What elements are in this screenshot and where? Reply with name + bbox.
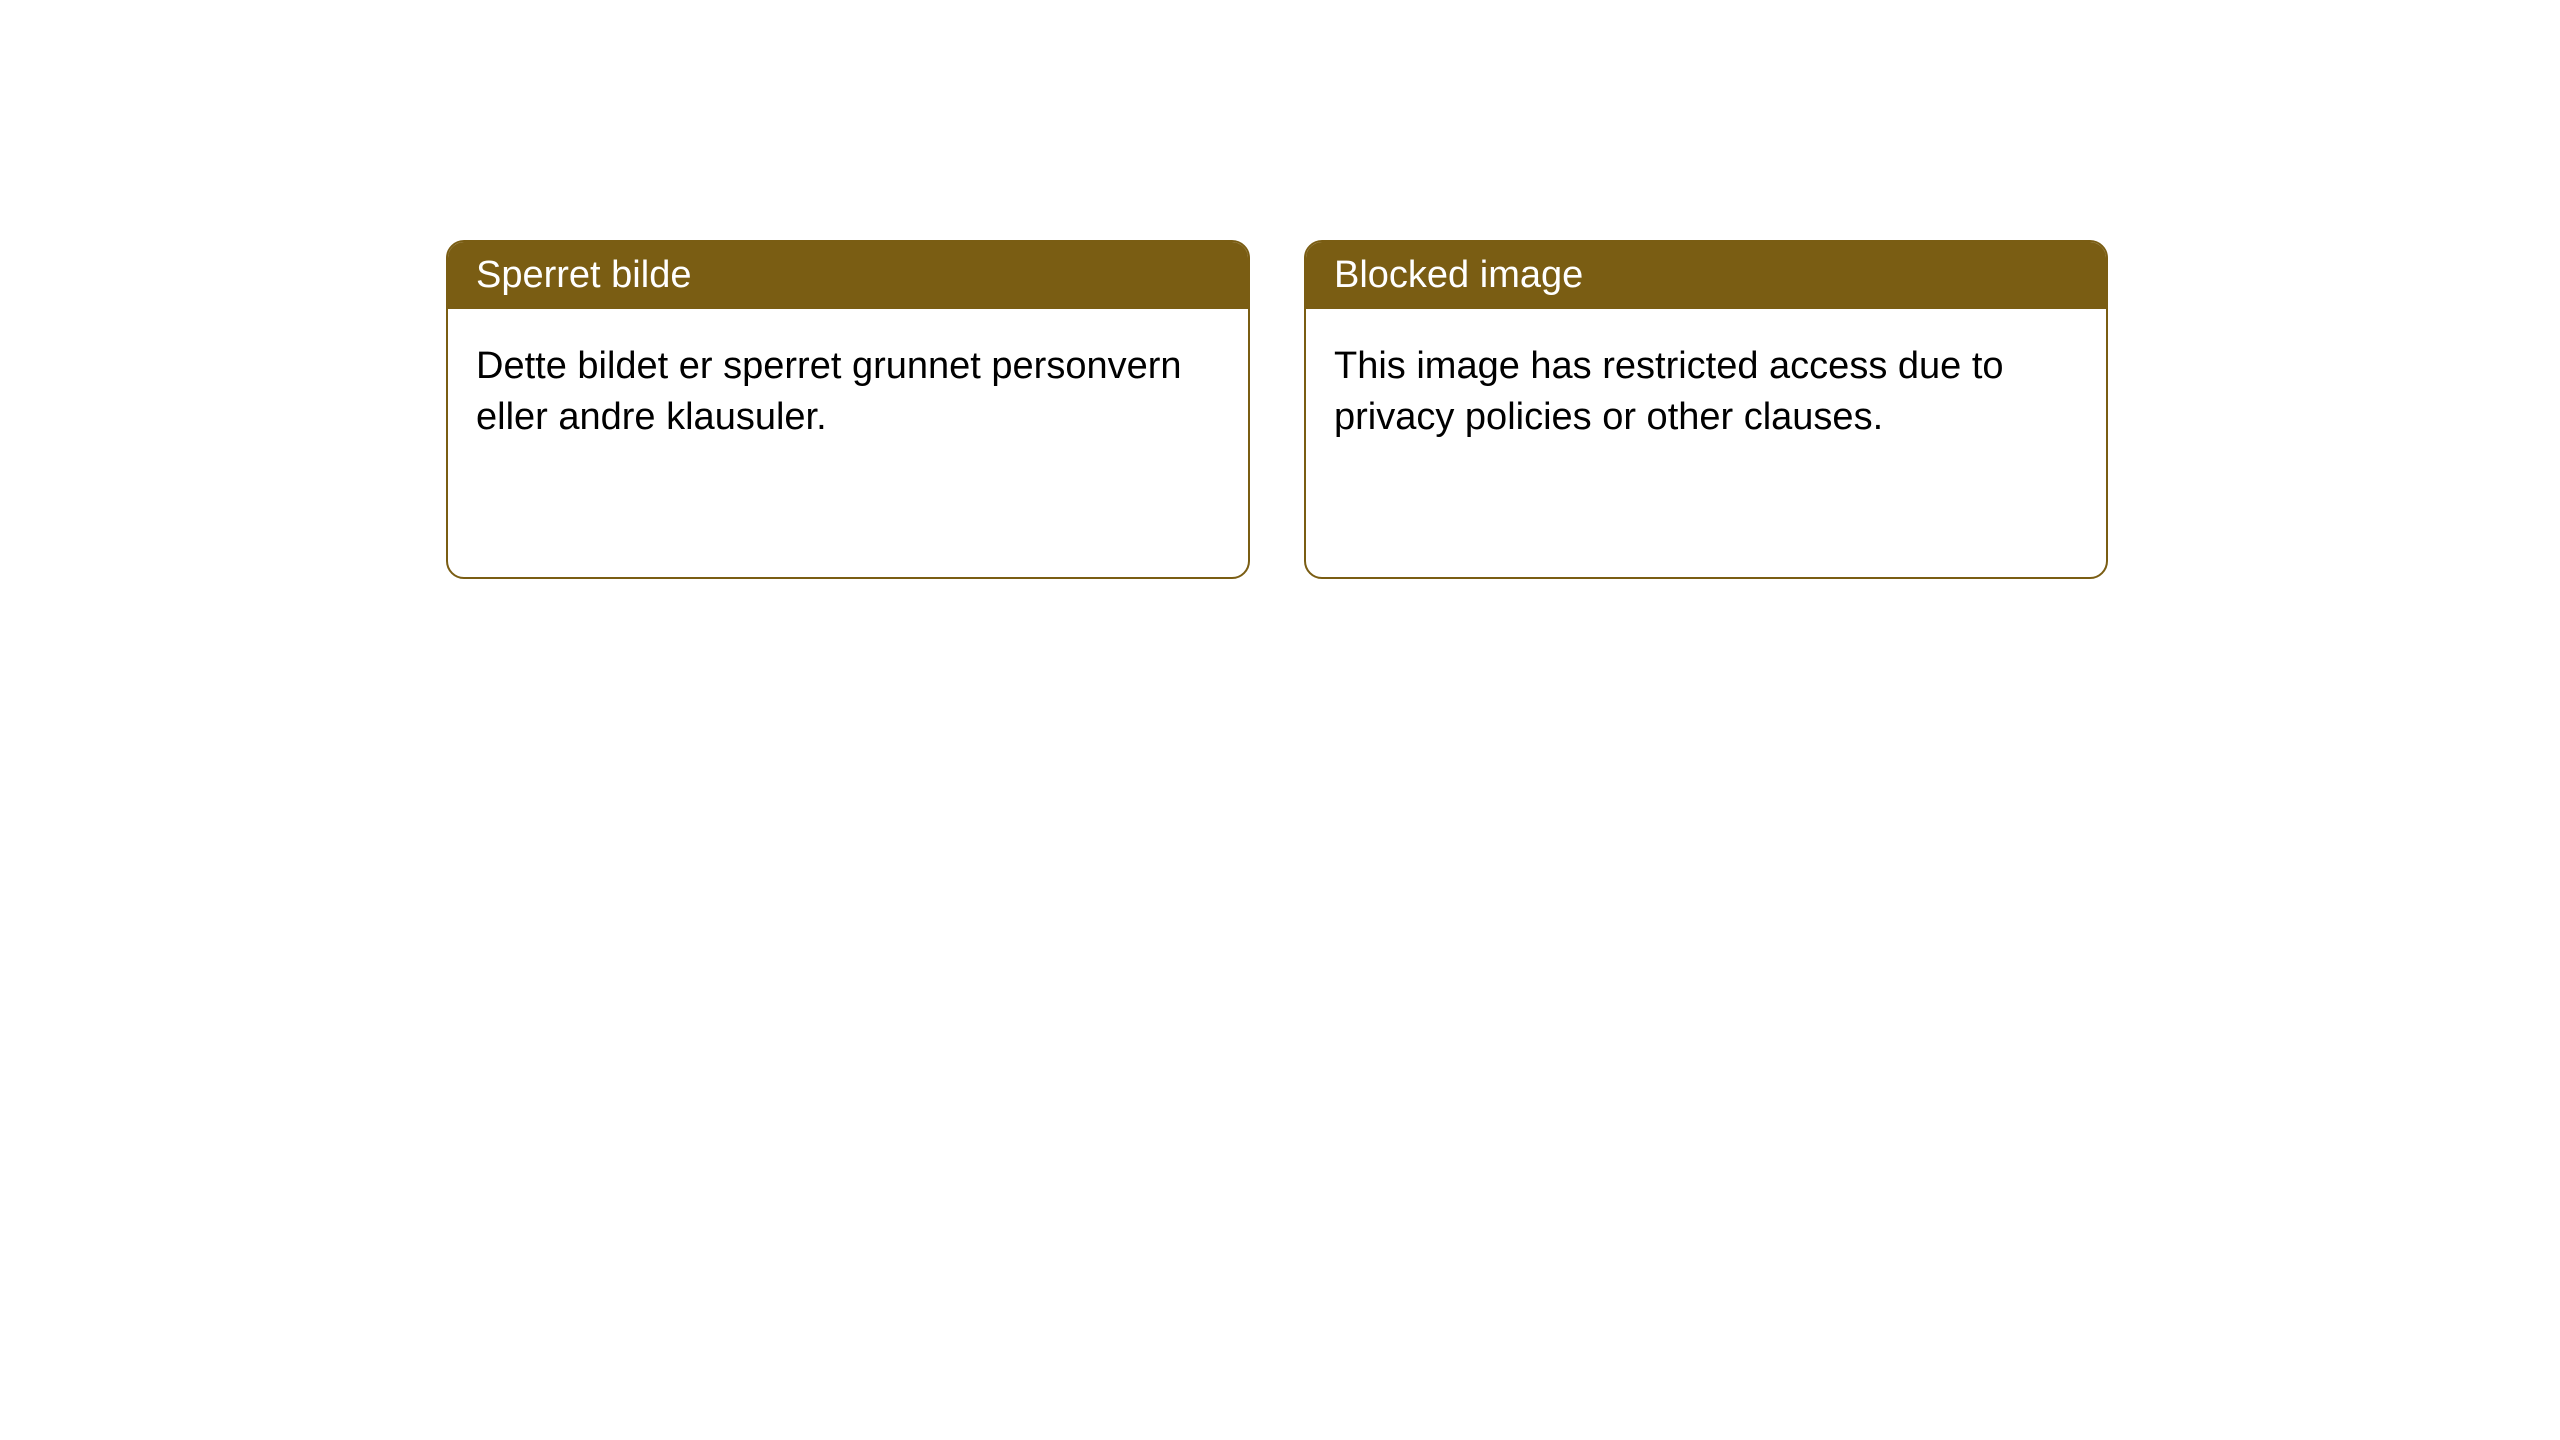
notice-box-norwegian: Sperret bilde Dette bildet er sperret gr…	[446, 240, 1250, 579]
notice-body: This image has restricted access due to …	[1306, 309, 2106, 476]
notice-box-english: Blocked image This image has restricted …	[1304, 240, 2108, 579]
notice-title: Blocked image	[1334, 254, 1583, 296]
notice-header: Blocked image	[1306, 242, 2106, 309]
notice-body-text: This image has restricted access due to …	[1334, 345, 2004, 438]
notice-header: Sperret bilde	[448, 242, 1248, 309]
notice-body: Dette bildet er sperret grunnet personve…	[448, 309, 1248, 476]
notice-title: Sperret bilde	[476, 254, 691, 296]
notice-container: Sperret bilde Dette bildet er sperret gr…	[0, 0, 2560, 579]
notice-body-text: Dette bildet er sperret grunnet personve…	[476, 345, 1182, 438]
